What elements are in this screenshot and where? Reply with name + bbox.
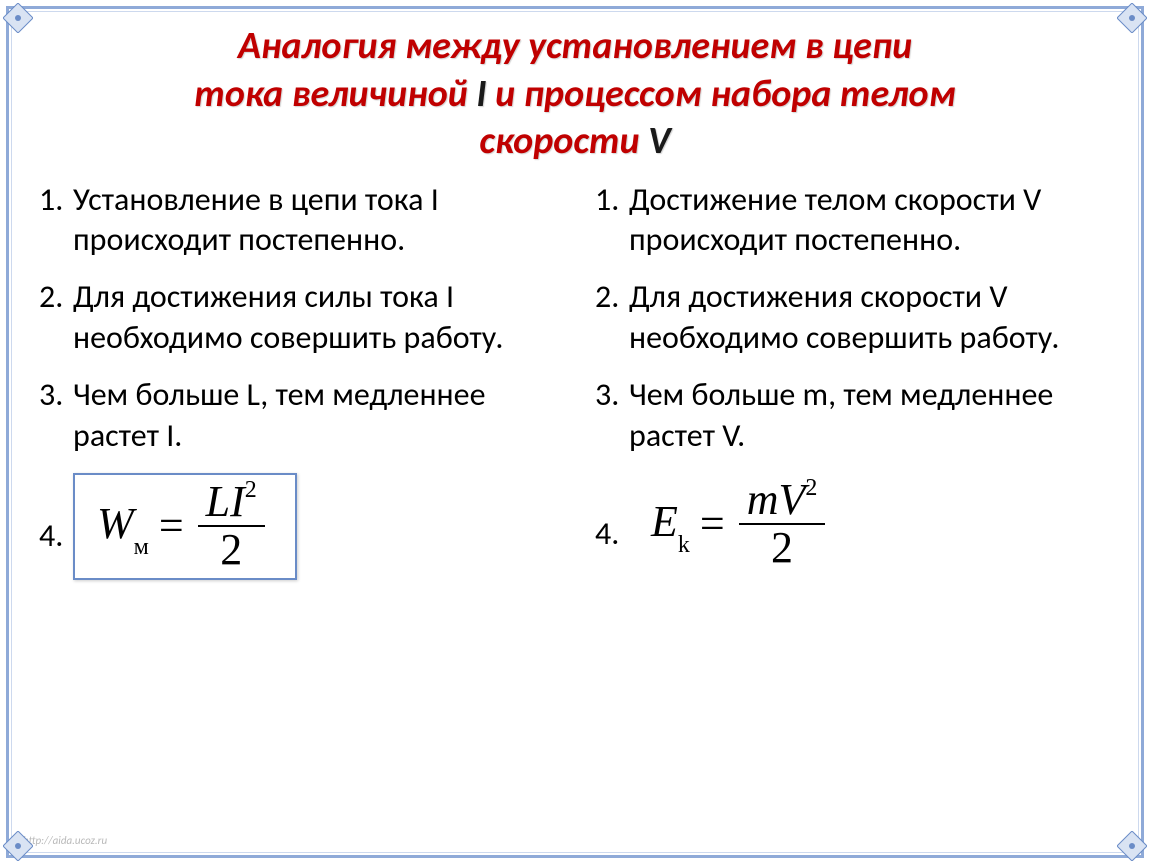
item-number: 1. (595, 180, 629, 262)
formula-fraction: mV2 2 (739, 477, 826, 571)
item-text: Для достижения скорости V необходимо сов… (629, 277, 1111, 359)
title-line1: Аналогия между установлением в цепи (238, 23, 912, 69)
corner-deco-top-left (3, 3, 33, 33)
item-number: 3. (39, 375, 73, 457)
list-item: 1. Достижение телом скорости V происходи… (595, 180, 1111, 262)
item-number: 1. (39, 180, 73, 262)
formula-magnetic-energy: Wм = LI2 2 (73, 473, 297, 579)
title-line3-sym: V (648, 118, 670, 164)
item-text: Достижение телом скорости V происходит п… (629, 180, 1111, 262)
list-item: 3. Чем больше L, тем медленнее растет I. (39, 375, 555, 457)
formula-num: LI (206, 477, 245, 526)
formula-lhs: W (97, 499, 134, 548)
title-line2-sym: I (476, 71, 486, 117)
formula-sub: k (678, 532, 690, 558)
formula-sup: 2 (245, 477, 257, 503)
slide-frame: Аналогия между установлением в цепи тока… (6, 6, 1144, 858)
formula-kinetic-energy: Ek = mV2 2 (629, 473, 855, 575)
slide-content: Аналогия между установлением в цепи тока… (9, 9, 1141, 855)
formula-row-right: 4. Ek = mV2 2 (595, 473, 1111, 575)
formula-sub: м (134, 534, 149, 560)
item-text: Чем больше m, тем медленнее растет V. (629, 375, 1111, 457)
formula-lhs: E (651, 497, 678, 546)
corner-deco-bottom-left (3, 831, 33, 861)
footer-link: http://aida.ucoz.ru (23, 834, 107, 847)
formula-sup: 2 (805, 475, 817, 501)
item-number: 2. (39, 277, 73, 359)
corner-deco-bottom-right (1117, 831, 1147, 861)
columns: 1. Установление в цепи тока I происходит… (39, 180, 1111, 580)
item-text: Установление в цепи тока I происходит по… (73, 180, 555, 262)
list-item: 2. Для достижения силы тока I необходимо… (39, 277, 555, 359)
item-number: 4. (595, 494, 629, 555)
list-item: 3. Чем больше m, тем медленнее растет V. (595, 375, 1111, 457)
item-number: 2. (595, 277, 629, 359)
title-line2a: тока величиной (194, 71, 476, 117)
right-column: 1. Достижение телом скорости V происходи… (595, 180, 1111, 580)
list-item: 2. Для достижения скорости V необходимо … (595, 277, 1111, 359)
formula-fraction: LI2 2 (198, 479, 265, 573)
formula-den: 2 (763, 525, 801, 571)
left-column: 1. Установление в цепи тока I происходит… (39, 180, 555, 580)
item-number: 3. (595, 375, 629, 457)
formula-row-left: 4. Wм = LI2 2 (39, 473, 555, 579)
formula-num: mV (747, 475, 806, 524)
title-line3a: скорости (479, 118, 648, 164)
item-text: Чем больше L, тем медленнее растет I. (73, 375, 555, 457)
slide-title: Аналогия между установлением в цепи тока… (39, 23, 1111, 166)
item-text: Для достижения силы тока I необходимо со… (73, 277, 555, 359)
corner-deco-top-right (1117, 3, 1147, 33)
formula-den: 2 (212, 527, 250, 573)
title-line2b: и процессом набора телом (487, 71, 956, 117)
list-item: 1. Установление в цепи тока I происходит… (39, 180, 555, 262)
item-number: 4. (39, 496, 73, 557)
